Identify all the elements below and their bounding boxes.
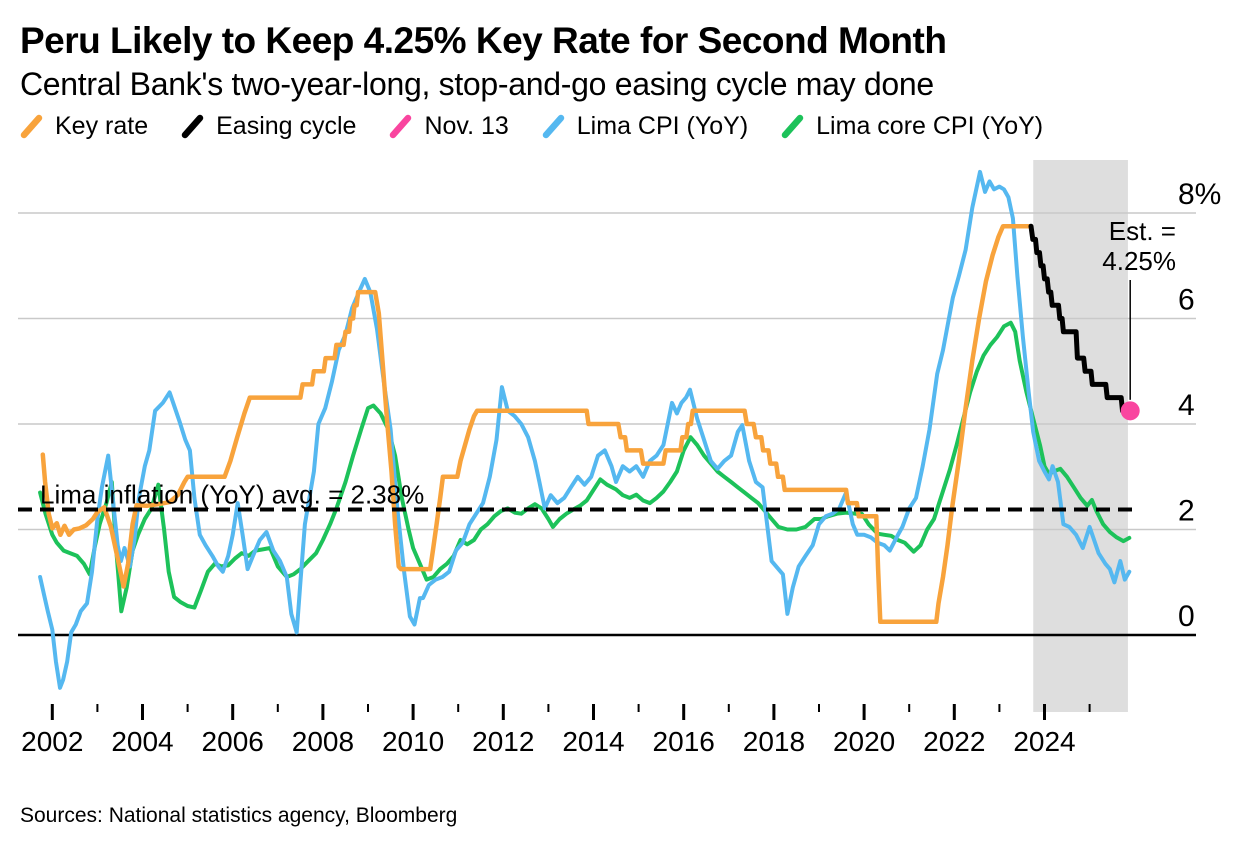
- series-line-easing-cycle: [1028, 223, 1131, 414]
- legend-item-nov-13: Nov. 13: [389, 112, 509, 141]
- y-axis-label-2: 2: [1178, 495, 1195, 528]
- legend-label: Nov. 13: [424, 112, 509, 140]
- x-axis-label-2014: 2014: [562, 726, 624, 757]
- y-axis-label-0: 0: [1178, 600, 1195, 633]
- lima-cpi-yoy-swatch-icon: [542, 114, 565, 139]
- x-axis-label-2022: 2022: [923, 726, 985, 757]
- easing-period-band: [1033, 160, 1128, 712]
- legend-label: Lima CPI (YoY): [576, 112, 749, 140]
- y-axis-label-8: 8%: [1178, 178, 1221, 211]
- y-axis-label-6: 6: [1178, 284, 1195, 317]
- key-rate-swatch-icon: [20, 114, 43, 139]
- estimate-annotation-line-2: 4.25%: [1102, 246, 1176, 276]
- legend-item-lima-cpi-yoy: Lima CPI (YoY): [542, 112, 748, 141]
- nov-13-estimate-dot: [1120, 401, 1140, 421]
- x-axis-label-2004: 2004: [111, 726, 173, 757]
- x-axis-label-2010: 2010: [382, 726, 444, 757]
- page-title: Peru Likely to Keep 4.25% Key Rate for S…: [20, 20, 947, 61]
- legend-label: Lima core CPI (YoY): [816, 112, 1044, 140]
- legend-label: Easing cycle: [216, 112, 357, 140]
- x-axis-label-2012: 2012: [472, 726, 534, 757]
- average-inflation-label: Lima inflation (YoY) avg. = 2.38%: [40, 479, 424, 509]
- legend-item-key-rate: Key rate: [20, 112, 148, 141]
- x-axis-label-2016: 2016: [653, 726, 715, 757]
- y-axis-label-4: 4: [1178, 389, 1195, 422]
- legend-item-lima-core-cpi-yoy: Lima core CPI (YoY): [781, 112, 1043, 141]
- x-axis-label-2024: 2024: [1013, 726, 1075, 757]
- legend: Key rate Easing cycle Nov. 13 Lima CPI (YoY…: [20, 112, 1043, 141]
- easing-cycle-swatch-icon: [181, 114, 204, 139]
- estimate-annotation-line-1: Est. =: [1109, 216, 1176, 246]
- lima-core-cpi-yoy-swatch-icon: [781, 114, 804, 139]
- x-axis-label-2018: 2018: [743, 726, 805, 757]
- series-line-key-rate: [40, 223, 1034, 625]
- x-axis-label-2006: 2006: [202, 726, 264, 757]
- legend-label: Key rate: [55, 112, 149, 140]
- series-line-lima-cpi-yoy: [38, 169, 1132, 690]
- x-axis-label-2002: 2002: [21, 726, 83, 757]
- sources-note: Sources: National statistics agency, Blo…: [20, 804, 458, 827]
- legend-item-easing-cycle: Easing cycle: [181, 112, 356, 141]
- chart-subtitle: Central Bank's two-year-long, stop-and-g…: [20, 66, 934, 102]
- nov-13-swatch-icon: [390, 114, 412, 139]
- x-axis-label-2020: 2020: [833, 726, 895, 757]
- x-axis-label-2008: 2008: [292, 726, 354, 757]
- series-line-lima-core-cpi-yoy: [38, 320, 1132, 614]
